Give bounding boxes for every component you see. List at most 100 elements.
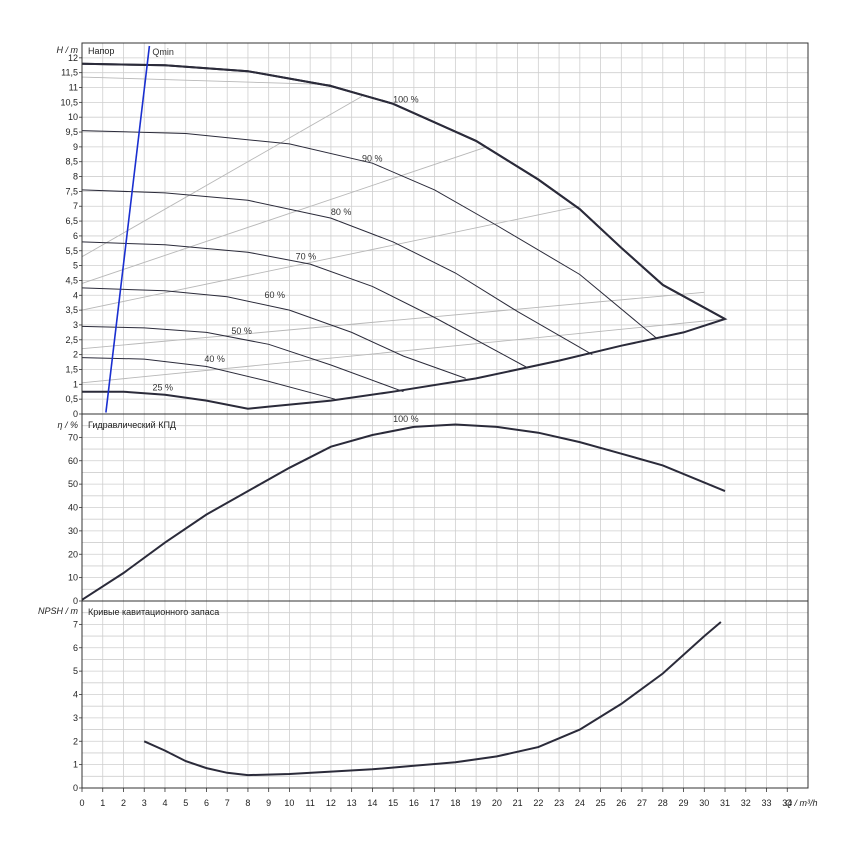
- y-tick-label: 1: [73, 760, 78, 770]
- efficiency-grid: [81, 413, 809, 602]
- head-panel-title: Напор: [88, 46, 114, 56]
- x-tick-label: 15: [388, 798, 398, 808]
- y-tick-label: 3,5: [65, 305, 78, 315]
- y-tick-label: 1: [73, 379, 78, 389]
- y-tick-label: 10,5: [60, 97, 78, 107]
- chart-border: [81, 42, 809, 789]
- x-tick-label: 19: [471, 798, 481, 808]
- npsh-curve-line: [143, 621, 722, 777]
- x-tick-label: 27: [637, 798, 647, 808]
- x-tick-label: 29: [679, 798, 689, 808]
- speed-curve-label: 60 %: [265, 290, 286, 300]
- system-curve-line: [81, 76, 331, 86]
- efficiency-y-tick-labels: 0 10 20 30 40 50 60 70: [68, 432, 82, 606]
- y-tick-label: 11,5: [61, 68, 78, 78]
- y-tick-label: 5: [73, 666, 78, 676]
- y-tick-label: 9,5: [65, 127, 78, 137]
- speed-curve-label: 25 %: [153, 382, 174, 392]
- y-tick-label: 10: [68, 573, 78, 583]
- x-tick-label: 3: [142, 798, 147, 808]
- qmin-label: Qmin: [152, 47, 174, 57]
- speed-curve-labels: 100 % 90 % 80 % 70 % 60 % 50 % 40 % 25 %: [153, 94, 419, 392]
- x-tick-label: 18: [450, 798, 460, 808]
- x-tick-label: 5: [183, 798, 188, 808]
- x-tick-label: 22: [533, 798, 543, 808]
- chart-frame: [81, 42, 809, 789]
- x-tick-label: 13: [347, 798, 357, 808]
- qmin-line: [105, 45, 151, 413]
- speed-curve-label: 100 %: [393, 94, 419, 104]
- y-tick-label: 7,5: [65, 186, 78, 196]
- y-tick-label: 20: [68, 549, 78, 559]
- head-y-axis-label: H / m: [57, 45, 79, 55]
- npsh-y-tick-labels: 0 1 2 3 4 5 6 7: [73, 619, 82, 793]
- y-tick-label: 6: [73, 643, 78, 653]
- y-tick-label: 9: [73, 142, 78, 152]
- x-tick-label: 25: [596, 798, 606, 808]
- y-tick-label: 60: [68, 456, 78, 466]
- x-tick-label: 0: [79, 798, 84, 808]
- y-tick-label: 40: [68, 503, 78, 513]
- x-axis-label: Q / m³/h: [785, 798, 818, 808]
- y-tick-label: 0: [73, 783, 78, 793]
- system-lines: [81, 76, 726, 384]
- speed-curve-50-line: [81, 325, 404, 393]
- efficiency-curve-label: 100 %: [393, 414, 419, 424]
- x-tick-label: 10: [284, 798, 294, 808]
- system-curve-line: [81, 96, 363, 258]
- y-tick-label: 6: [73, 231, 78, 241]
- y-tick-label: 4,5: [65, 275, 78, 285]
- y-tick-label: 2: [73, 350, 78, 360]
- npsh-grid: [81, 600, 809, 789]
- x-tick-label: 21: [513, 798, 523, 808]
- x-tick-label: 6: [204, 798, 209, 808]
- x-tick-label: 17: [430, 798, 440, 808]
- x-tick-label: 31: [720, 798, 730, 808]
- system-curve-line: [81, 318, 726, 384]
- npsh-y-axis-label: NPSH / m: [38, 606, 79, 616]
- speed-curve-label: 50 %: [231, 326, 252, 336]
- efficiency-curve-labels: 100 %: [393, 414, 419, 424]
- y-tick-label: 4: [73, 690, 78, 700]
- x-tick-label: 1: [100, 798, 105, 808]
- head-panel: Qmin 100 % 90 % 80 % 70 % 60 % 50 % 40 % 25 % 0…: [57, 42, 809, 419]
- speed-curve-40-line: [81, 357, 336, 400]
- y-tick-label: 0: [73, 596, 78, 606]
- y-tick-label: 0: [73, 409, 78, 419]
- speed-curve-label: 90 %: [362, 154, 383, 164]
- y-tick-label: 2: [73, 736, 78, 746]
- system-curve-line: [81, 291, 705, 350]
- y-tick-label: 2,5: [65, 335, 78, 345]
- x-tick-label: 28: [658, 798, 668, 808]
- efficiency-curves: [81, 423, 726, 601]
- x-tick-label: 34: [782, 798, 792, 808]
- x-tick-label: 9: [266, 798, 271, 808]
- x-tick-label: 2: [121, 798, 126, 808]
- head-y-tick-labels: 00,511,522,533,544,555,566,577,588,599,5…: [60, 53, 82, 419]
- speed-curve-60-line: [81, 287, 466, 379]
- y-tick-label: 5: [73, 261, 78, 271]
- x-tick-label: 8: [245, 798, 250, 808]
- speed-curve-label: 40 %: [204, 354, 225, 364]
- npsh-curves: [143, 621, 722, 777]
- y-tick-label: 1,5: [65, 364, 78, 374]
- system-curve-line: [81, 205, 580, 311]
- x-tick-label: 11: [305, 798, 314, 808]
- x-tick-label: 30: [699, 798, 709, 808]
- x-tick-label: 14: [367, 798, 377, 808]
- x-tick-label: 33: [762, 798, 772, 808]
- efficiency-y-axis-label: η / %: [57, 420, 78, 430]
- x-tick-label: 4: [162, 798, 167, 808]
- x-tick-label: 12: [326, 798, 336, 808]
- efficiency-panel-title: Гидравлический КПД: [88, 420, 176, 430]
- y-tick-label: 7: [73, 201, 78, 211]
- operating-limit-curve: [81, 62, 728, 410]
- y-tick-label: 0,5: [65, 394, 78, 404]
- npsh-panel-title: Кривые кавитационного запаса: [88, 607, 219, 617]
- speed-curve-90-line: [81, 130, 657, 339]
- y-tick-label: 3: [73, 320, 78, 330]
- y-tick-label: 7: [73, 619, 78, 629]
- y-tick-label: 3: [73, 713, 78, 723]
